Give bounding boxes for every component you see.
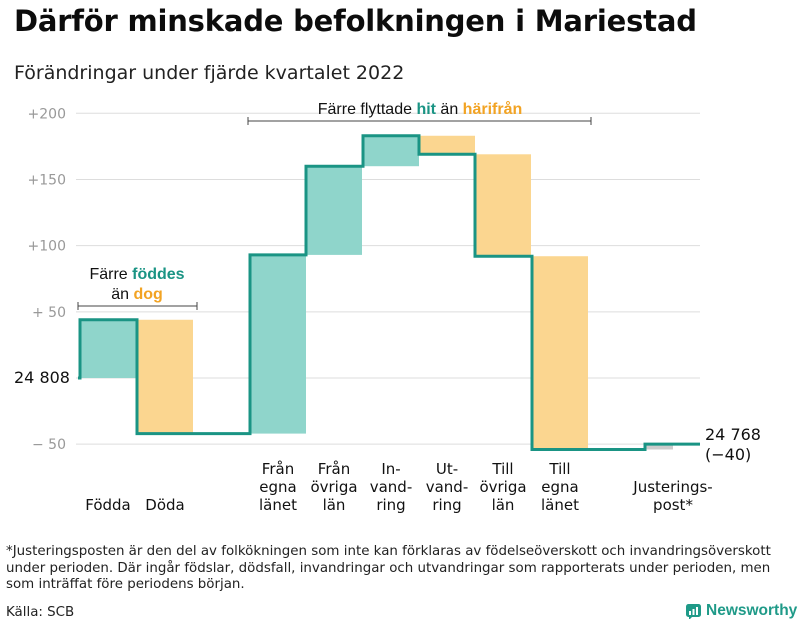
x-category-label: Från: [262, 460, 294, 478]
x-category-label: länet: [541, 496, 579, 514]
footnote: *Justeringsposten är den del av folkökni…: [6, 544, 771, 592]
y-tick-label: +100: [28, 239, 66, 255]
annotation-births-line2: än dog: [111, 286, 163, 303]
x-category-label: Ut-: [436, 460, 458, 478]
chart-title: Därför minskade befolkningen i Mariestad: [14, 4, 697, 38]
annotation-strong-orange: härifrån: [463, 100, 523, 118]
chart-subtitle: Förändringar under fjärde kvartalet 2022: [14, 62, 405, 84]
y-tick-label: + 50: [32, 305, 66, 321]
cumulative-step-line: [78, 134, 700, 451]
waterfall-bar: [137, 319, 193, 434]
brand-name: Newsworthy: [706, 602, 798, 619]
end-value-label: 24 768: [705, 425, 761, 444]
annotation-strong-teal: hit: [416, 101, 436, 118]
x-category-label: vand-: [426, 478, 469, 496]
x-category-label: Döda: [145, 496, 184, 514]
x-category-label: Från: [318, 460, 350, 478]
x-category-label: länet: [259, 496, 297, 514]
x-category-label: övriga: [310, 478, 357, 496]
x-category-label: egna: [541, 478, 578, 496]
waterfall-bar: [419, 135, 475, 155]
x-category-label: ring: [432, 496, 461, 514]
x-category-label: egna: [259, 478, 296, 496]
waterfall-chart: +200 +150 +100 + 50 − 50 24 808 24 768(−40) Föd…: [14, 100, 761, 514]
y-tick-label: +150: [28, 172, 66, 188]
waterfall-bar: [475, 154, 531, 257]
waterfall-bar: [306, 166, 362, 255]
x-category-label: In-: [381, 460, 400, 478]
x-category-label: län: [323, 496, 346, 514]
annotation-text: än: [436, 101, 463, 118]
x-category-label: Till: [491, 460, 513, 478]
annotation-text: Färre: [89, 266, 132, 283]
waterfall-bar: [363, 135, 419, 167]
annotation-migration: Färre flyttade hit än härifrån: [318, 100, 523, 118]
x-category-label: Till: [548, 460, 570, 478]
annotation-text: Färre flyttade: [318, 101, 417, 118]
waterfall-bar-adjustment: [645, 444, 673, 450]
waterfall-bar: [80, 319, 136, 378]
x-category-label: övriga: [479, 478, 526, 496]
annotation-strong-teal: föddes: [132, 266, 185, 283]
end-change-label: (−40): [705, 445, 751, 464]
x-category-label: vand-: [370, 478, 413, 496]
x-category-label: post*: [653, 496, 693, 514]
start-value-label: 24 808: [14, 368, 70, 387]
x-category-label: Födda: [85, 496, 131, 514]
x-category-label: Justerings-: [632, 478, 712, 496]
waterfall-bar: [250, 254, 306, 434]
x-category-label: län: [492, 496, 515, 514]
annotation-text: än: [111, 286, 133, 303]
y-tick-label: +200: [28, 106, 66, 122]
annotation-strong-orange: dog: [133, 286, 162, 303]
newsworthy-logo-icon: [686, 603, 701, 619]
brand-logo: Newsworthy: [686, 602, 797, 620]
x-category-label: ring: [376, 496, 405, 514]
waterfall-bar: [532, 256, 588, 450]
annotation-births-line1: Färre föddes: [89, 266, 184, 283]
source-label: Källa: SCB: [6, 605, 75, 620]
y-tick-label: − 50: [32, 437, 66, 453]
